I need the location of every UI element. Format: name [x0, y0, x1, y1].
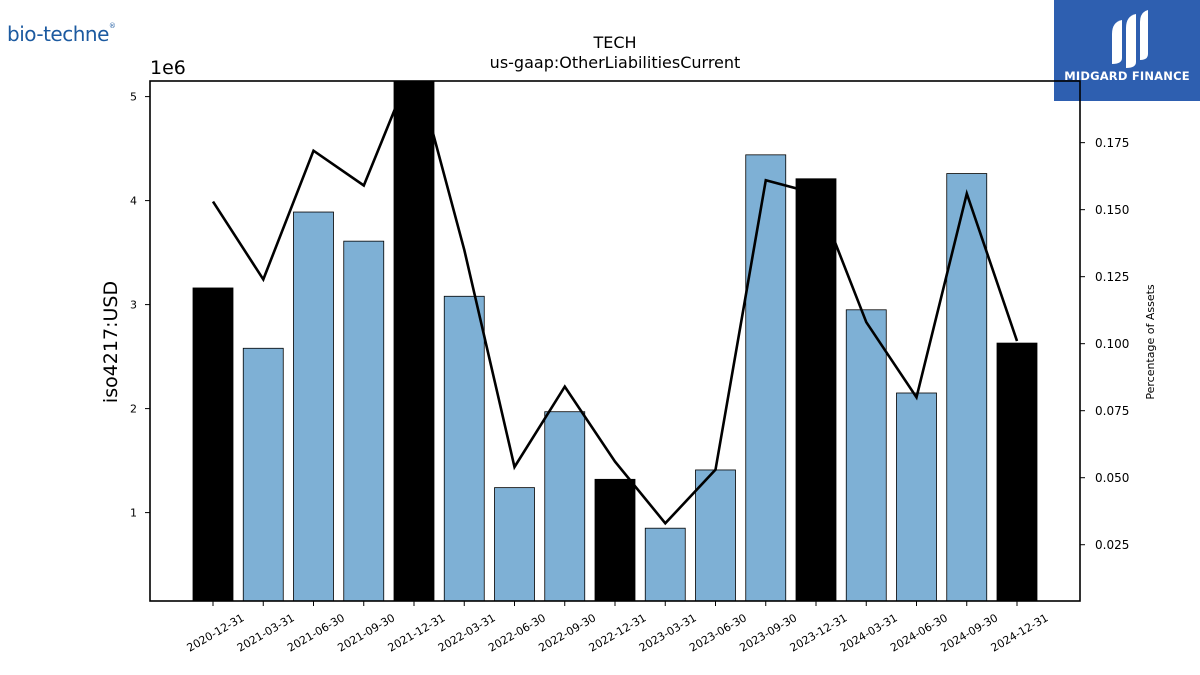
bar-2022-12-31 [594, 478, 636, 601]
x-tick-label-2024-12-31: 2024-12-31 [989, 611, 1051, 654]
chart-subtitle: us-gaap:OtherLiabilitiesCurrent [490, 53, 741, 72]
y-tick-label-3: 3 [130, 299, 137, 312]
y2-tick-label-0: 0.025 [1095, 538, 1129, 552]
bar-2022-03-31 [443, 295, 485, 601]
y2-tick-label-1: 0.050 [1095, 471, 1129, 485]
bars-group [192, 81, 1038, 601]
bar-2022-09-30 [544, 411, 586, 601]
bar-2024-06-30 [896, 392, 937, 601]
y2-axis-label: Percentage of Assets [1144, 284, 1157, 400]
y-axis-offset-label: 1e6 [150, 57, 186, 79]
bar-2021-06-30 [293, 211, 334, 601]
y2-tick-label-2: 0.075 [1095, 404, 1129, 418]
y2-tick-label-5: 0.150 [1095, 203, 1129, 217]
percentage-of-assets-line [211, 81, 1019, 526]
y-tick-label-5: 5 [130, 91, 137, 104]
bar-2023-09-30 [745, 154, 787, 601]
midgard-finance-logo: MIDGARD FINANCE [1054, 0, 1200, 101]
registered-mark: ® [108, 22, 116, 30]
y-tick-label-1: 1 [130, 507, 137, 520]
y-tick-label-2: 2 [130, 403, 137, 416]
bar-2021-09-30 [343, 240, 385, 601]
y-axis-label: iso4217:USD [100, 281, 122, 403]
midgard-finance-logo-text: MIDGARD FINANCE [1064, 69, 1190, 83]
chart-title: TECH [592, 33, 636, 52]
bar-2023-03-31 [644, 527, 686, 601]
bar-2021-03-31 [242, 347, 284, 601]
y-tick-label-4: 4 [130, 195, 137, 208]
bar-2022-06-30 [494, 487, 535, 601]
line-group [211, 81, 1019, 526]
midgard-finance-logo-icon [1112, 10, 1148, 68]
bar-2024-03-31 [845, 309, 887, 601]
bar-2021-12-31 [393, 81, 435, 601]
bar-2023-06-30 [695, 469, 736, 601]
y2-tick-label-4: 0.125 [1095, 270, 1129, 284]
bar-2020-12-31 [192, 287, 234, 601]
bar-2024-12-31 [996, 342, 1038, 601]
bio-techne-logo-text: bio-techne [7, 22, 109, 46]
bar-2023-12-31 [795, 178, 837, 601]
y2-tick-label-6: 0.175 [1095, 136, 1129, 150]
bio-techne-logo: bio-techne® [7, 22, 116, 46]
y2-tick-label-3: 0.100 [1095, 337, 1129, 351]
